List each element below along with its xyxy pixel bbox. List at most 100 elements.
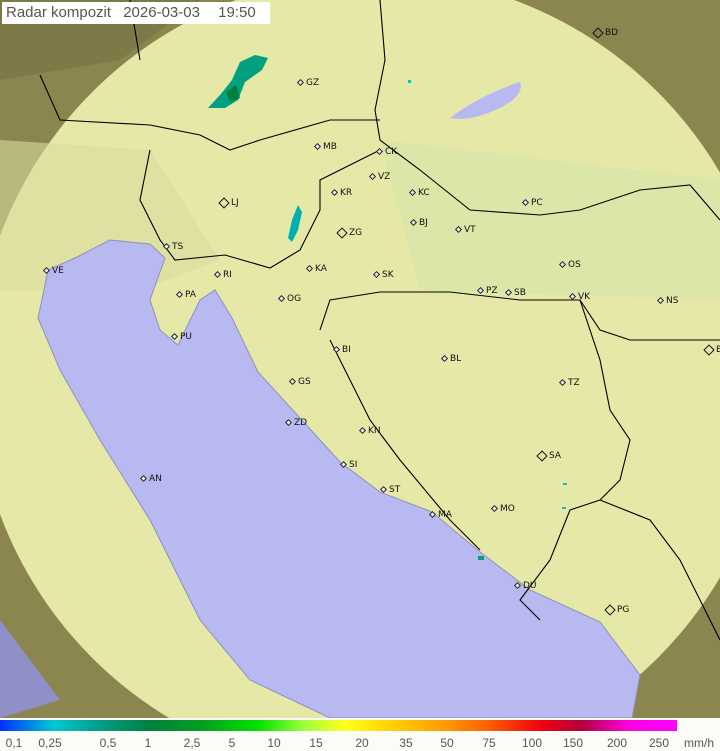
city-label: GS — [298, 377, 311, 387]
city-marker-vt: VT — [454, 225, 476, 235]
city-dot-icon — [476, 286, 485, 295]
city-marker-ck: CK — [375, 147, 398, 157]
legend-tick-label: 0,25 — [38, 736, 62, 750]
city-marker-lj: LJ — [218, 196, 239, 209]
city-marker-kr: KR — [330, 188, 353, 198]
city-dot-icon — [521, 198, 530, 207]
city-label: OG — [287, 294, 302, 304]
city-label: CK — [385, 147, 398, 157]
city-marker-sk: SK — [372, 270, 394, 280]
city-dot-icon — [454, 225, 463, 234]
city-dot-icon — [504, 288, 513, 297]
city-label: AN — [149, 474, 162, 484]
city-dot-icon — [558, 378, 567, 387]
legend-tick-label: 200 — [606, 736, 628, 750]
city-label: MA — [438, 510, 452, 520]
city-marker-bd: BD — [592, 26, 619, 39]
legend-tick-label: 1 — [144, 736, 152, 750]
precipitation-echoes — [208, 55, 567, 560]
city-label: SI — [349, 460, 358, 470]
city-label: NS — [666, 296, 679, 306]
city-label: ZG — [349, 228, 363, 238]
city-marker-mb: MB — [313, 142, 337, 152]
city-dot-icon — [440, 354, 449, 363]
city-marker-sb: SB — [504, 288, 526, 298]
title-label: Radar kompozit — [6, 4, 112, 21]
city-dot-icon — [339, 460, 348, 469]
city-dot-icon — [139, 474, 148, 483]
city-marker-bi: BI — [332, 345, 351, 355]
city-label: LJ — [231, 198, 239, 208]
city-label: DU — [523, 581, 537, 591]
city-dot-icon — [162, 242, 171, 251]
legend-tick-label: 250 — [648, 736, 670, 750]
city-marker-gs: GS — [288, 377, 311, 387]
city-label: MO — [500, 504, 515, 514]
city-marker-gz: GZ — [296, 78, 320, 88]
capital-diamond-icon — [604, 603, 616, 616]
legend-tick-label: 0,1 — [5, 736, 23, 750]
city-dot-icon — [277, 294, 286, 303]
city-marker-tz: TZ — [558, 378, 580, 388]
city-label: ST — [389, 485, 401, 495]
city-marker-pc: PC — [521, 198, 543, 208]
capital-diamond-icon — [592, 26, 604, 39]
city-label: BD — [605, 28, 619, 38]
legend-tick-label: 5 — [228, 736, 236, 750]
legend-tick-label: 100 — [521, 736, 543, 750]
precipitation-color-scale — [0, 720, 677, 731]
city-marker-ts: TS — [162, 242, 184, 252]
map-title: Radar kompozit 2026-03-03 19:50 — [2, 2, 270, 24]
city-label: PG — [617, 605, 630, 615]
city-label: VT — [464, 225, 476, 235]
city-marker-sa: SA — [536, 449, 562, 462]
capital-diamond-icon — [703, 343, 715, 356]
map-canvas — [0, 0, 720, 718]
legend-tick-label: 2,5 — [183, 736, 201, 750]
city-marker-ve: VE — [42, 266, 64, 276]
city-label: PZ — [486, 286, 498, 296]
city-marker-pu: PU — [170, 332, 192, 342]
city-dot-icon — [558, 260, 567, 269]
city-dot-icon — [513, 581, 522, 590]
city-marker-vk: VK — [568, 292, 590, 302]
city-label: SA — [549, 451, 562, 461]
legend-tick-label: 75 — [482, 736, 496, 750]
city-label: TS — [172, 242, 184, 252]
city-label: MB — [323, 142, 337, 152]
city-dot-icon — [330, 188, 339, 197]
city-dot-icon — [358, 426, 367, 435]
legend-unit: mm/h — [684, 736, 714, 750]
city-marker-kn: KN — [358, 426, 381, 436]
city-dot-icon — [379, 485, 388, 494]
city-label: SK — [382, 270, 394, 280]
city-label: BI — [342, 345, 351, 355]
city-dot-icon — [175, 290, 184, 299]
title-date: 2026-03-03 — [123, 4, 200, 21]
city-label: BG — [716, 345, 720, 355]
city-marker-ma: MA — [428, 510, 452, 520]
adriatic-sea — [37, 239, 641, 718]
city-marker-vz: VZ — [368, 172, 390, 182]
city-dot-icon — [170, 332, 179, 341]
city-marker-si: SI — [339, 460, 358, 470]
city-dot-icon — [332, 345, 341, 354]
capital-diamond-icon — [336, 226, 348, 239]
city-label: KA — [315, 264, 327, 274]
city-marker-du: DU — [513, 581, 537, 591]
legend-tick-label: 35 — [399, 736, 413, 750]
city-dot-icon — [42, 266, 51, 275]
city-marker-ri: RI — [213, 270, 232, 280]
city-label: KR — [340, 188, 353, 198]
city-marker-mo: MO — [490, 504, 515, 514]
city-dot-icon — [428, 510, 437, 519]
legend-tick-label: 50 — [440, 736, 454, 750]
city-label: OS — [568, 260, 581, 270]
legend-labels: 0,1 0,25 0,5 1 2,5 5 10 15 20 35 50 75 100 150 200 250 m… — [0, 736, 720, 751]
city-dot-icon — [296, 78, 305, 87]
city-label: GZ — [306, 78, 320, 88]
city-dot-icon — [375, 147, 384, 156]
city-dot-icon — [372, 270, 381, 279]
city-marker-ns: NS — [656, 296, 679, 306]
